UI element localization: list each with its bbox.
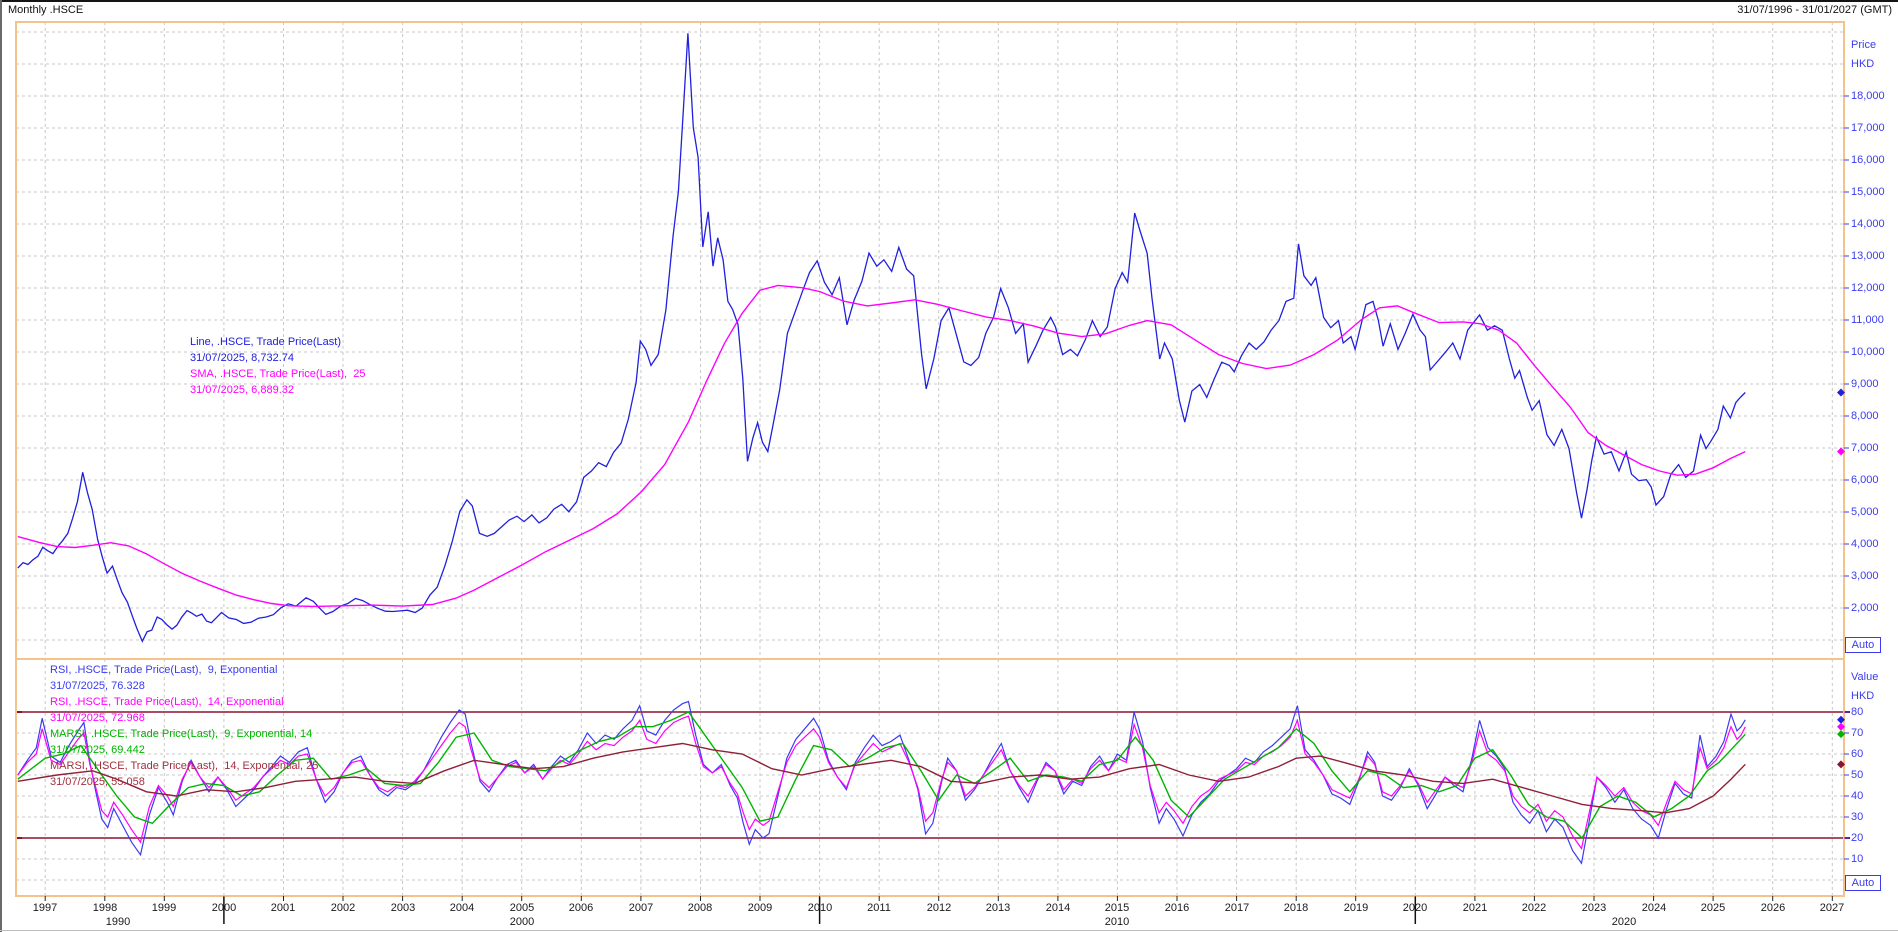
last-value-marker [1837, 447, 1845, 456]
price-legend: Line, .HSCE, Trade Price(Last) 31/07/2025… [190, 334, 365, 398]
legend-line: 31/07/2025, 69.442 [50, 744, 145, 756]
price-auto-button[interactable]: Auto [1845, 637, 1881, 653]
last-value-marker [1837, 760, 1845, 769]
window-border-bottom [0, 930, 1898, 931]
value-auto-button[interactable]: Auto [1845, 875, 1881, 891]
window-border-top [0, 0, 1898, 2]
chart-title: Monthly .HSCE [8, 4, 84, 16]
price-axis-title: Price HKD [1851, 36, 1876, 74]
last-value-marker [1837, 388, 1845, 397]
last-value-marker [1837, 715, 1845, 724]
legend-line: 31/07/2025, 8,732.74 [190, 352, 294, 364]
axis-unit-label: Value [1851, 671, 1879, 683]
panel-frame [15, 658, 1845, 897]
axis-unit-label: Price [1851, 39, 1877, 51]
series-sma-25 [17, 284, 1746, 608]
last-value-marker [1837, 722, 1845, 731]
legend-line: 31/07/2025, 55.058 [50, 776, 145, 788]
axis-unit-label: HKD [1851, 58, 1875, 70]
series-marsi-14-exponential-25 [17, 742, 1746, 814]
window-border-left [0, 0, 2, 932]
price-panel-series [17, 33, 1746, 643]
last-value-marker [1837, 730, 1845, 739]
series-trade-price-last- [17, 33, 1746, 643]
legend-line: MARSI, .HSCE, Trade Price(Last), 9, Expo… [50, 728, 313, 740]
legend-line: RSI, .HSCE, Trade Price(Last), 14, Expon… [50, 696, 284, 708]
date-range: 31/07/1996 - 31/01/2027 (GMT) [1737, 4, 1892, 16]
legend-line: 31/07/2025, 76.328 [50, 680, 145, 692]
series-marsi-9-exponential-14 [17, 711, 1746, 840]
legend-line: SMA, .HSCE, Trade Price(Last), 25 [190, 368, 366, 380]
legend-line: Line, .HSCE, Trade Price(Last) [190, 336, 342, 348]
series-rsi-14-exponential [17, 715, 1746, 850]
legend-line: MARSI, .HSCE, Trade Price(Last), 14, Exp… [50, 760, 319, 772]
legend-line: 31/07/2025, 72.968 [50, 712, 145, 724]
value-axis-title: Value HKD [1851, 668, 1878, 706]
axis-unit-label: HKD [1851, 690, 1875, 702]
legend-line: RSI, .HSCE, Trade Price(Last), 9, Expone… [50, 664, 278, 676]
legend-line: 31/07/2025, 6,889.32 [190, 384, 294, 396]
rsi-legend: RSI, .HSCE, Trade Price(Last), 9, Expone… [50, 662, 318, 790]
rsi-panel-series [17, 700, 1746, 865]
